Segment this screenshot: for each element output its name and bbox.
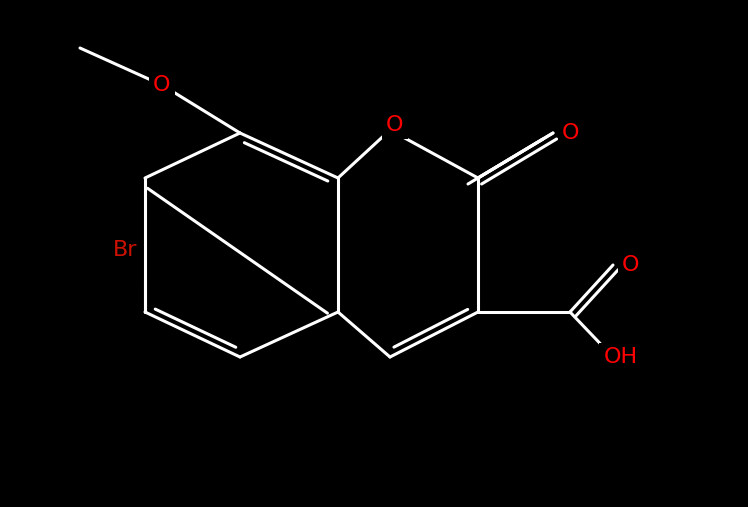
Text: O: O	[622, 255, 640, 275]
Text: Br: Br	[113, 240, 137, 260]
Text: O: O	[562, 123, 580, 143]
Text: O: O	[153, 75, 171, 95]
Text: O: O	[386, 115, 404, 135]
Text: OH: OH	[604, 347, 638, 367]
